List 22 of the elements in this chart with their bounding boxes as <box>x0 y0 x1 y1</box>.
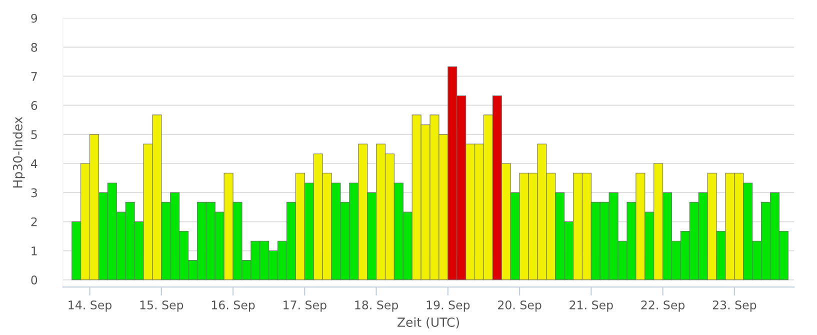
y-tick-label: 5 <box>31 130 37 140</box>
x-tick-label: 22. Sep <box>641 300 685 312</box>
y-tick-label: 8 <box>31 42 38 52</box>
x-tick-label: 18. Sep <box>355 300 398 312</box>
y-tick-label: 6 <box>31 101 38 110</box>
x-tick-label: 14. Sep <box>68 300 112 312</box>
y-tick-label: 9 <box>31 14 38 23</box>
y-tick-label: 1 <box>32 246 37 256</box>
x-tick-label: 15. Sep <box>140 300 184 312</box>
x-tick-label: 21. Sep <box>570 300 613 312</box>
y-axis-title: Hp30-Index <box>12 116 25 188</box>
x-tick-label: 20. Sep <box>498 300 542 312</box>
y-tick-label: 4 <box>30 159 38 168</box>
y-tick-label: 0 <box>31 276 38 284</box>
x-tick-label: 16. Sep <box>212 300 255 312</box>
x-tick-label: 23. Sep <box>712 300 756 312</box>
y-tick-label: 2 <box>31 217 37 226</box>
y-tick-label: 7 <box>31 72 37 81</box>
y-tick-label: 3 <box>31 188 37 198</box>
x-axis-title: Zeit (UTC) <box>398 317 460 328</box>
x-tick-label: 19. Sep <box>426 300 470 312</box>
x-tick-label: 17. Sep <box>284 300 326 312</box>
